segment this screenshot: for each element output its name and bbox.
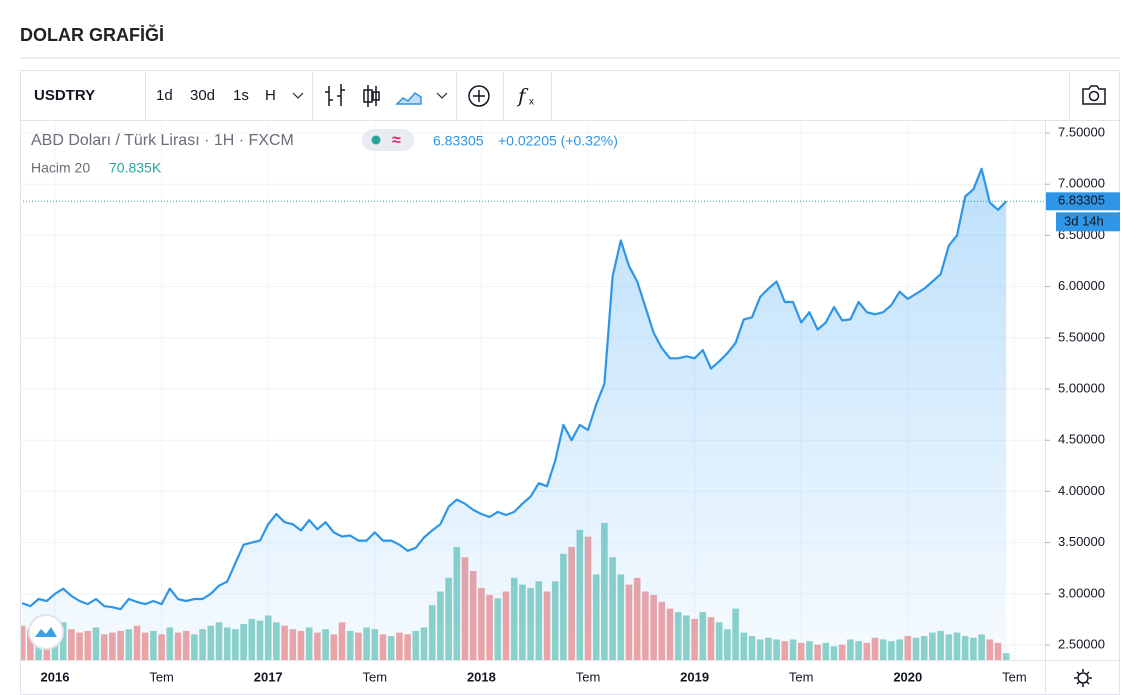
x-tick-label: 2016 bbox=[41, 669, 70, 684]
y-tick-label: 6.00000 bbox=[1058, 278, 1105, 293]
volume-ma-name: Hacim 20 bbox=[31, 160, 90, 176]
y-tick-label: 5.50000 bbox=[1058, 329, 1105, 344]
market-status bbox=[371, 135, 381, 145]
y-tick-label: 4.50000 bbox=[1058, 432, 1105, 447]
delay-icon: ≈ bbox=[392, 132, 401, 149]
countdown-label: 3d 14h bbox=[1064, 214, 1104, 229]
snapshot-icon[interactable] bbox=[1082, 85, 1106, 105]
price-line bbox=[21, 167, 1007, 611]
logo[interactable] bbox=[28, 614, 64, 650]
x-tick-label: Tem bbox=[789, 669, 814, 684]
price-change: +0.02205 (+0.32%) bbox=[498, 133, 618, 149]
settings-spokes bbox=[1074, 669, 1092, 687]
axes: 2.50000 3.00000 3.50000 4.00000 4.50000 5.000… bbox=[41, 124, 1120, 684]
indicators-icon-x: x bbox=[529, 97, 534, 108]
interval[interactable]: 30d bbox=[190, 87, 215, 104]
x-tick-label: 2018 bbox=[467, 669, 496, 684]
dropdown-icon[interactable] bbox=[436, 92, 448, 99]
y-tick-label: 7.50000 bbox=[1058, 124, 1105, 139]
x-tick-label: 2019 bbox=[680, 669, 709, 684]
x-tick-label: Tem bbox=[1002, 669, 1027, 684]
price-tag-label: 6.83305 bbox=[1058, 193, 1105, 208]
area-icon[interactable] bbox=[395, 92, 422, 105]
y-tick-label: 7.00000 bbox=[1058, 176, 1105, 191]
price-tag bbox=[1046, 192, 1120, 211]
compare-icon[interactable] bbox=[468, 85, 490, 107]
countdown-tag bbox=[1056, 212, 1120, 232]
y-tick-label: 2.50000 bbox=[1058, 636, 1105, 651]
legend: ABD Doları / Türk Lirası · 1H · FXCM ≈ 6… bbox=[31, 129, 618, 176]
y-tick-label: 5.00000 bbox=[1058, 380, 1105, 395]
bars-icon[interactable] bbox=[325, 84, 345, 106]
y-tick-label: 4.00000 bbox=[1058, 483, 1105, 498]
snapshot-lens bbox=[1088, 90, 1100, 102]
symbol[interactable]: USDTRY bbox=[34, 87, 95, 104]
x-tick-label: Tem bbox=[363, 669, 388, 684]
dropdown-icon[interactable] bbox=[292, 92, 304, 99]
interval[interactable]: H bbox=[265, 87, 276, 104]
toolbar: USDTRY f x 1d 30d 1s H bbox=[34, 72, 1106, 119]
page-title: DOLAR GRAFİĞİ bbox=[20, 24, 164, 45]
x-tick-label: Tem bbox=[149, 669, 174, 684]
compare-plus bbox=[473, 90, 485, 102]
y-tick-label: 3.00000 bbox=[1058, 585, 1105, 600]
y-tick-label: 3.50000 bbox=[1058, 534, 1105, 549]
last-price: 6.83305 bbox=[433, 133, 484, 149]
price-area bbox=[22, 168, 1007, 660]
volume-ma-value: 70.835K bbox=[109, 160, 162, 176]
x-tick-label: Tem bbox=[576, 669, 601, 684]
series-title: ABD Doları / Türk Lirası · 1H · FXCM bbox=[31, 132, 294, 149]
interval[interactable]: 1d bbox=[156, 87, 173, 104]
plot-area bbox=[21, 167, 1045, 660]
settings-icon[interactable] bbox=[1077, 672, 1089, 684]
candles-icon[interactable] bbox=[363, 85, 380, 107]
x-tick-label: 2020 bbox=[893, 669, 922, 684]
status-pill bbox=[362, 129, 414, 151]
x-tick-label: 2017 bbox=[254, 669, 283, 684]
interval[interactable]: 1s bbox=[233, 87, 249, 104]
logo-mark bbox=[35, 627, 57, 637]
